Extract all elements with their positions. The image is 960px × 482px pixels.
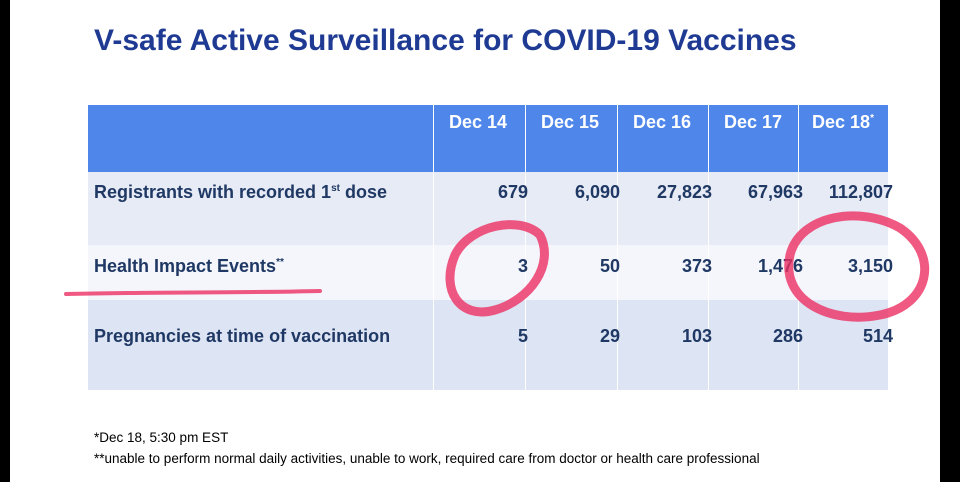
cell-value: 514 — [862, 326, 893, 346]
cell-value: 286 — [772, 326, 803, 346]
column-header: Dec 14 — [433, 112, 523, 133]
row-label: Health Impact Events** — [94, 256, 284, 277]
cell-value: 679 — [497, 182, 528, 202]
label-sup: st — [331, 183, 340, 194]
row-label: Registrants with recorded 1st dose — [94, 182, 387, 203]
row-label: Pregnancies at time of vaccination — [94, 326, 390, 347]
cell-value: 5 — [517, 326, 528, 346]
cell-value: 373 — [681, 256, 712, 276]
header-row — [88, 105, 888, 172]
header-text: Dec 14 — [448, 112, 508, 132]
footnote: **unable to perform normal daily activit… — [94, 451, 760, 466]
annotation-circle — [445, 220, 549, 317]
cell-value: 103 — [681, 326, 712, 346]
cell-value: 112,807 — [828, 182, 893, 202]
header-text: Dec 17 — [723, 112, 783, 132]
label-text: dose — [339, 182, 387, 202]
cell-value: 67,963 — [747, 182, 803, 202]
header-text: Dec 16 — [632, 112, 692, 132]
column-divider — [798, 105, 799, 390]
cell-value: 29 — [599, 326, 620, 346]
header-sup: * — [870, 113, 874, 124]
column-divider — [708, 105, 709, 390]
header-text: Dec 18 — [812, 112, 871, 132]
column-divider — [525, 105, 526, 390]
column-header: Dec 17 — [708, 112, 798, 133]
label-text: Health Impact Events — [94, 256, 277, 276]
annotation-underline — [64, 289, 322, 296]
label-text: Registrants with recorded 1 — [94, 182, 332, 202]
header-text: Dec 15 — [540, 112, 600, 132]
column-header: Dec 15 — [525, 112, 615, 133]
column-divider — [433, 105, 434, 390]
cell-value: 3 — [517, 256, 528, 276]
footnote: *Dec 18, 5:30 pm EST — [94, 430, 229, 445]
cell-value: 27,823 — [656, 182, 712, 202]
column-divider — [617, 105, 618, 390]
slide-title: V-safe Active Surveillance for COVID-19 … — [94, 24, 797, 57]
annotation-circle — [784, 211, 930, 322]
label-text: Pregnancies at time of vaccination — [94, 326, 391, 346]
slide: V-safe Active Surveillance for COVID-19 … — [10, 0, 940, 482]
column-header: Dec 18* — [798, 112, 888, 133]
cell-value: 50 — [599, 256, 620, 276]
column-header: Dec 16 — [617, 112, 707, 133]
cell-value: 6,090 — [574, 182, 620, 202]
label-sup: ** — [276, 257, 284, 268]
cell-value: 3,150 — [847, 256, 893, 276]
